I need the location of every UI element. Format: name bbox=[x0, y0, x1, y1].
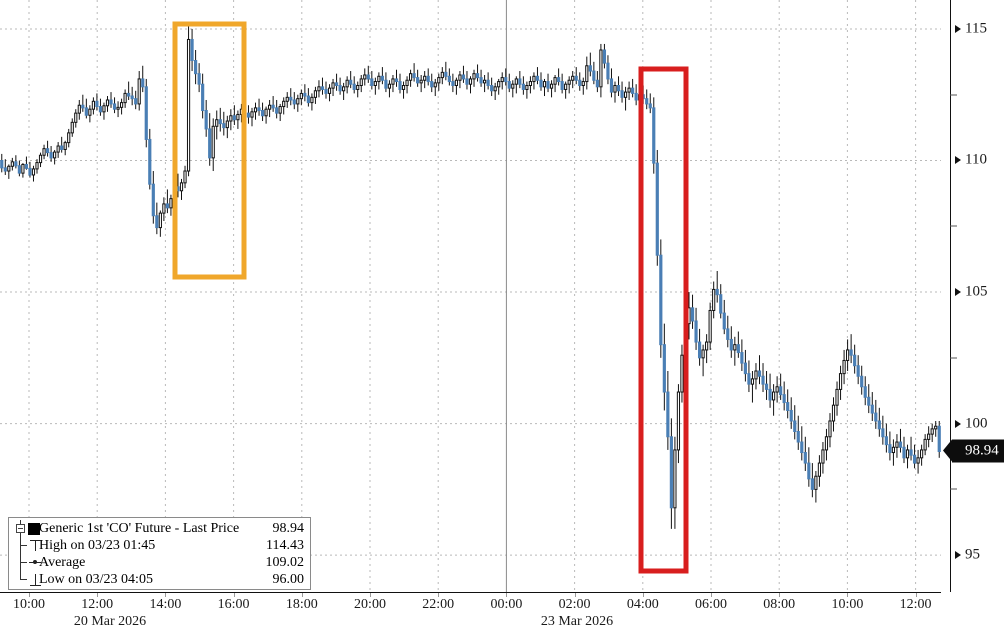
time-axis-label: 12:00 bbox=[81, 597, 114, 612]
legend-label: Low on 03/23 04:05 bbox=[39, 572, 153, 587]
legend-label: Average bbox=[39, 555, 86, 570]
legend-value: 96.00 bbox=[272, 572, 305, 587]
time-axis-tick bbox=[301, 592, 303, 597]
time-axis-label: 22:00 bbox=[422, 597, 455, 612]
annotation-boxes bbox=[172, 21, 689, 574]
price-axis-tick bbox=[955, 288, 961, 297]
legend-label: High on 03/23 01:45 bbox=[39, 538, 156, 553]
low-marker-icon bbox=[13, 571, 41, 588]
price-axis-minor-tick bbox=[950, 357, 957, 359]
time-axis-label: 04:00 bbox=[626, 597, 659, 612]
legend-row[interactable]: Average 109.02 bbox=[13, 554, 304, 571]
time-axis-label: 14:00 bbox=[149, 597, 182, 612]
time-axis-label: 10:00 bbox=[13, 597, 45, 612]
price-axis-tick bbox=[955, 419, 961, 428]
legend-value: 109.02 bbox=[265, 555, 305, 570]
average-marker-icon bbox=[13, 554, 41, 571]
chart-plot-area[interactable] bbox=[0, 0, 941, 592]
time-axis-label: 12:00 bbox=[899, 597, 932, 612]
price-axis-minor-tick bbox=[950, 225, 957, 227]
time-axis-line bbox=[0, 592, 941, 593]
chart-legend[interactable]: Generic 1st 'CO' Future - Last Price 98.… bbox=[8, 517, 311, 590]
series-color-swatch bbox=[28, 523, 40, 535]
last-price-marker: 98.94 bbox=[943, 439, 1004, 463]
time-axis-tick bbox=[165, 592, 167, 597]
legend-row[interactable]: Low on 03/23 04:05 96.00 bbox=[13, 571, 304, 588]
price-axis-minor-tick bbox=[950, 488, 957, 490]
time-axis-tick bbox=[370, 592, 371, 597]
time-axis-label: 18:00 bbox=[285, 597, 318, 612]
candlestick-series bbox=[0, 23, 941, 529]
price-axis-label: 110 bbox=[965, 151, 987, 168]
price-axis-minor-tick bbox=[950, 94, 957, 96]
time-axis-label: 10:00 bbox=[831, 597, 864, 612]
time-axis-tick bbox=[915, 592, 917, 597]
time-axis-day-label: 23 Mar 2026 bbox=[540, 614, 614, 629]
collapse-box-icon[interactable] bbox=[13, 520, 40, 537]
price-axis-tick bbox=[955, 156, 961, 165]
price-axis-label: 100 bbox=[965, 415, 988, 432]
time-axis-label: 08:00 bbox=[763, 597, 796, 612]
time-axis-tick bbox=[642, 592, 644, 597]
time-axis-tick bbox=[847, 592, 849, 597]
price-axis-label: 115 bbox=[965, 20, 987, 37]
time-axis[interactable]: 10:00 12:00 14:00 16:00 18:00 20:00 22:00 00:00… bbox=[0, 592, 941, 631]
time-axis-tick bbox=[97, 592, 99, 597]
price-axis-label: 105 bbox=[965, 283, 988, 300]
time-axis-label: 20:00 bbox=[354, 597, 386, 612]
time-axis-label: 06:00 bbox=[695, 597, 727, 612]
price-axis[interactable]: 95 100 105 110 115 98.94 bbox=[941, 0, 1004, 592]
time-axis-label: 16:00 bbox=[217, 597, 250, 612]
time-axis-day-label: 20 Mar 2026 bbox=[73, 614, 147, 629]
price-axis-label: 95 bbox=[965, 546, 980, 563]
legend-value: 98.94 bbox=[272, 521, 305, 536]
time-axis-tick bbox=[711, 592, 712, 597]
time-axis-tick bbox=[29, 592, 30, 597]
legend-row[interactable]: High on 03/23 01:45 114.43 bbox=[13, 537, 304, 554]
time-axis-tick bbox=[779, 592, 781, 597]
time-axis-tick bbox=[233, 592, 235, 597]
time-axis-label: 00:00 bbox=[490, 597, 523, 612]
legend-row[interactable]: Generic 1st 'CO' Future - Last Price 98.… bbox=[13, 520, 304, 537]
time-axis-tick bbox=[438, 592, 440, 597]
price-axis-tick bbox=[955, 551, 961, 560]
legend-value: 114.43 bbox=[266, 538, 304, 553]
time-axis-tick bbox=[574, 592, 576, 597]
price-axis-tick bbox=[955, 24, 961, 33]
time-axis-tick bbox=[506, 592, 508, 597]
high-marker-icon bbox=[13, 537, 41, 554]
legend-label: Generic 1st 'CO' Future - Last Price bbox=[39, 521, 240, 536]
time-axis-label: 02:00 bbox=[558, 597, 591, 612]
